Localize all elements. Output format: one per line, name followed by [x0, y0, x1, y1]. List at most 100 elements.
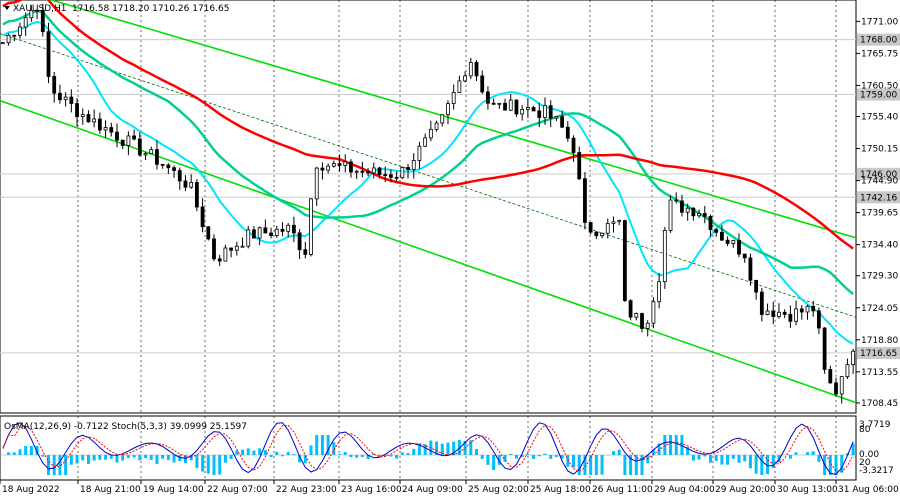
price-level-label: 1759.00 — [860, 91, 897, 101]
osma-bar — [457, 439, 461, 455]
chart-header: XAUUSD,H1 1716.58 1718.20 1710.26 1716.6… — [4, 4, 229, 14]
candle-body — [817, 310, 821, 329]
candle-body — [531, 107, 536, 112]
price-level-label: 1746.00 — [860, 170, 897, 180]
candle-body — [326, 165, 331, 171]
y-tick-label: 1755.40 — [861, 113, 898, 123]
candle-body — [132, 135, 137, 140]
ma-slow-line — [2, 0, 854, 250]
candle-body — [143, 153, 148, 156]
candle-body — [417, 145, 422, 161]
indicator-axis-label: 0.00 — [859, 450, 879, 460]
osma-bar — [58, 455, 62, 475]
y-tick-label: 1771.00 — [861, 17, 898, 27]
candle-body — [394, 176, 399, 179]
candle-body — [440, 114, 445, 124]
osma-bar — [526, 454, 530, 455]
candle-body — [177, 170, 182, 182]
candle-body — [759, 291, 764, 315]
osma-bar — [851, 443, 855, 455]
x-tick-label: 23 Aug 16:00 — [341, 485, 402, 495]
candle-body — [697, 213, 701, 217]
candle-body — [400, 167, 405, 179]
candle-body — [725, 239, 730, 244]
candle-body — [75, 103, 79, 118]
candle-body — [274, 228, 279, 236]
osma-bar — [720, 455, 724, 465]
osma-bar — [469, 440, 473, 455]
osma-bar — [292, 454, 296, 455]
osma-bar — [714, 455, 718, 461]
candle-body — [451, 92, 456, 105]
osma-bar — [126, 455, 130, 459]
candle-body — [714, 229, 719, 233]
candle-body — [155, 149, 159, 165]
price-level-box — [857, 33, 900, 46]
osma-bar — [332, 442, 336, 455]
collapse-triangle-icon[interactable] — [4, 6, 10, 10]
y-tick-label: 1734.40 — [861, 241, 898, 251]
candle-body — [446, 103, 450, 116]
candle-body — [286, 224, 291, 232]
osma-bar — [509, 453, 513, 455]
candle-body — [0, 42, 5, 45]
candle-body — [691, 207, 696, 217]
candle-body — [120, 139, 125, 146]
indicator-panel — [0, 415, 857, 481]
y-tick-label: 1713.55 — [861, 368, 898, 378]
osma-bar — [201, 455, 205, 472]
price-level-box — [857, 191, 900, 204]
x-tick-label: 22 Aug 07:00 — [207, 485, 268, 495]
candle-body — [662, 230, 667, 283]
candle-body — [622, 220, 627, 302]
price-level-box — [857, 88, 900, 101]
candle-body — [423, 137, 428, 147]
osma-bar — [75, 455, 79, 464]
osma-bar — [554, 455, 558, 458]
osma-bar — [229, 455, 233, 460]
x-tick-label: 22 Aug 23:00 — [276, 485, 337, 495]
candle-body — [12, 34, 17, 37]
candle-body — [366, 170, 370, 174]
x-tick-label: 25 Aug 02:00 — [468, 485, 529, 495]
osma-bar — [663, 435, 667, 455]
osma-bar — [315, 435, 319, 455]
osma-bar — [326, 435, 330, 455]
osma-bar — [269, 455, 273, 458]
osma-bar — [543, 453, 547, 455]
candle-body — [737, 239, 741, 255]
osma-bar — [47, 455, 51, 475]
candle-body — [303, 249, 308, 255]
osma-bar — [748, 455, 752, 469]
osma-bar — [634, 455, 638, 475]
candle-body — [172, 167, 176, 171]
osma-bar — [708, 455, 712, 463]
candle-body — [811, 306, 816, 312]
candle-body — [617, 220, 622, 223]
candle-body — [331, 163, 336, 167]
price-level-box — [857, 346, 900, 359]
x-tick-label: 29 Aug 04:00 — [654, 485, 715, 495]
x-tick-label: 29 Aug 20:00 — [715, 485, 776, 495]
osma-bar — [646, 455, 650, 464]
osma-bar — [497, 455, 501, 465]
osma-bar — [298, 455, 302, 463]
indicator-axis-label: 20 — [859, 458, 871, 468]
osma-bar — [697, 455, 701, 460]
osma-bar — [412, 448, 416, 455]
channel-lower-line — [0, 99, 857, 404]
x-tick-label: 24 Aug 09:00 — [402, 485, 463, 495]
osma-bar — [360, 455, 364, 458]
candle-body — [103, 127, 108, 131]
candle-body — [628, 300, 633, 318]
candle-body — [217, 258, 222, 262]
candle-body — [748, 257, 753, 281]
candle-body — [600, 232, 604, 237]
candle-body — [234, 245, 239, 251]
osma-bar — [69, 455, 73, 465]
candle-body — [577, 152, 582, 180]
candle-body — [115, 131, 119, 141]
osma-bar — [794, 452, 798, 455]
candle-body — [389, 174, 393, 178]
